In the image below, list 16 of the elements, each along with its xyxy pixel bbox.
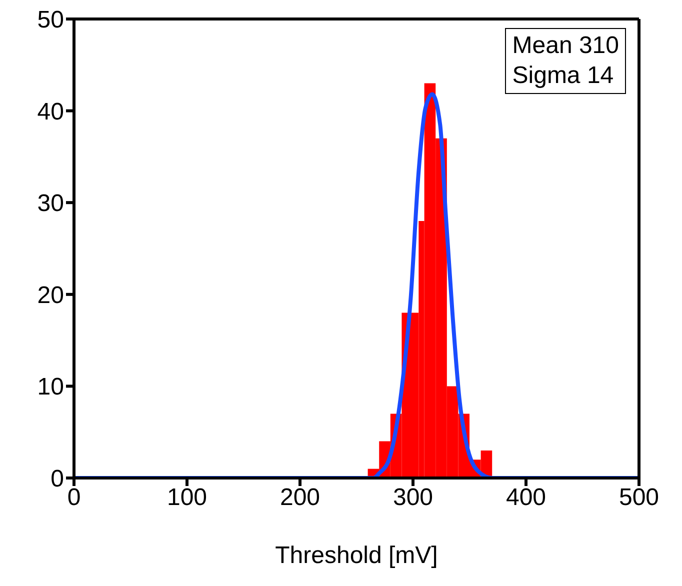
x-tick-label: 400 [506,484,546,512]
y-tick-label: 30 [37,190,64,218]
x-tick-label: 100 [166,484,208,512]
x-tick-label: 0 [67,484,81,512]
annotation: Mean 310 [512,31,619,61]
x-tick-label: 500 [618,484,660,512]
y-tick-label: 50 [37,6,64,34]
y-tick-label: 40 [37,98,64,126]
y-tick-label: 0 [50,466,64,493]
annotation: Sigma 14 [512,61,615,91]
y-tick-label: 20 [37,282,64,309]
x-axis-title: Threshold [mV] [275,542,438,569]
x-tick-label: 200 [280,484,320,512]
annotation-box: Mean 310 Sigma 14 [505,28,626,94]
y-tick-label: 10 [37,374,64,401]
x-tick-label: 300 [392,484,434,512]
